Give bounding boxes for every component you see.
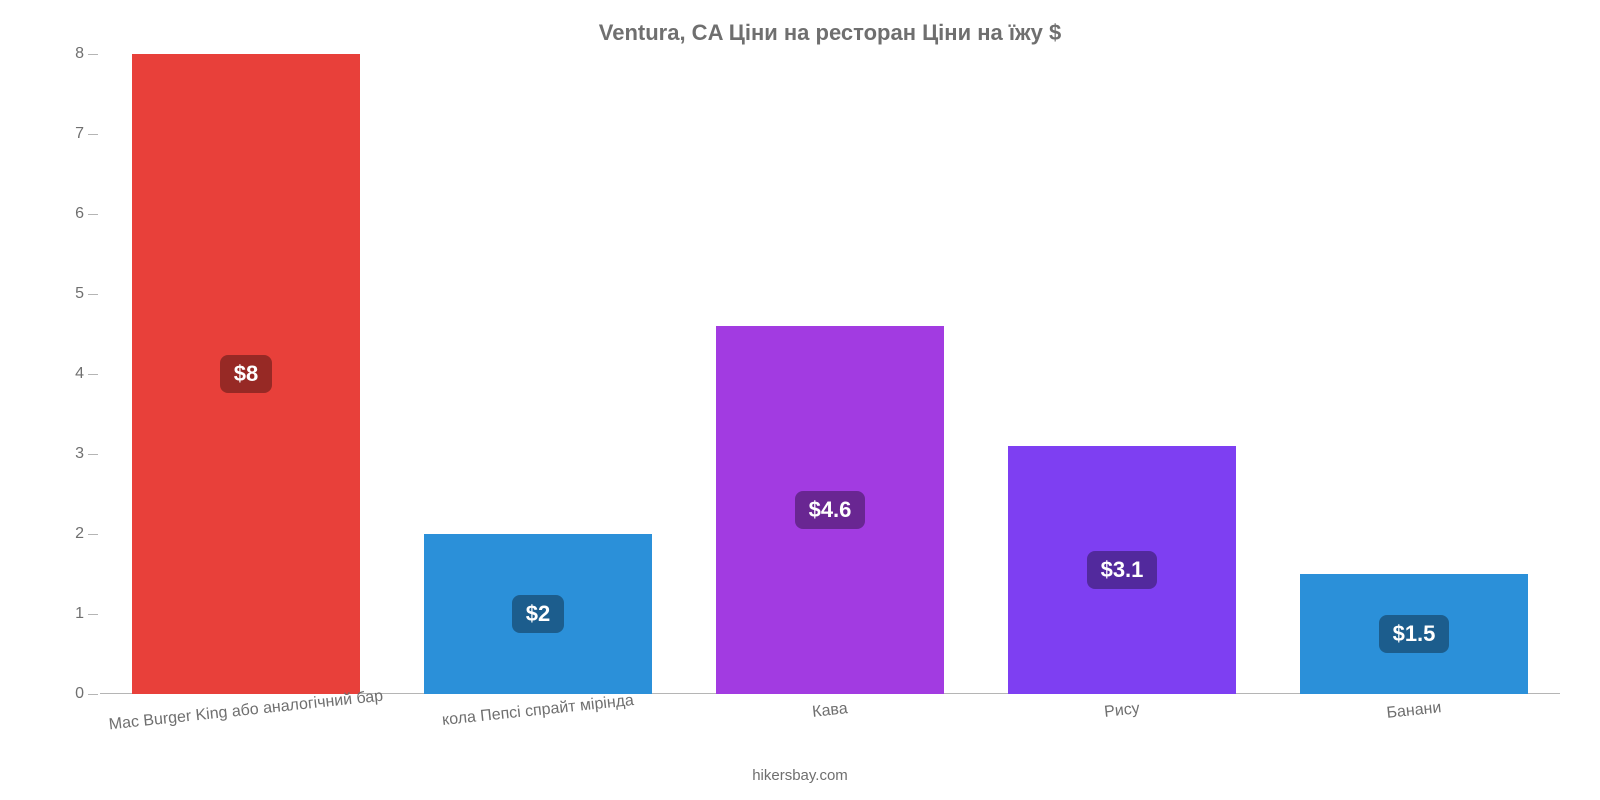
bar-slot: $8Mac Burger King або аналогічний бар bbox=[100, 54, 392, 694]
x-axis-label: Рису bbox=[1103, 700, 1140, 722]
bar: $1.5 bbox=[1300, 574, 1528, 694]
bars-group: $8Mac Burger King або аналогічний бар$2к… bbox=[100, 54, 1560, 694]
x-axis-label: кола Пепсі спрайт мірінда bbox=[441, 692, 635, 730]
chart-title: Ventura, CA Ціни на ресторан Ціни на їжу… bbox=[100, 20, 1560, 46]
bar-slot: $4.6Кава bbox=[684, 54, 976, 694]
y-axis: 012345678 bbox=[86, 54, 100, 694]
y-tick: 3 bbox=[40, 445, 84, 463]
plot-area: 012345678 $8Mac Burger King або аналогіч… bbox=[100, 54, 1560, 694]
y-tick: 6 bbox=[40, 205, 84, 223]
y-tick: 8 bbox=[40, 45, 84, 63]
chart-credit: hikersbay.com bbox=[0, 767, 1600, 784]
y-tick: 1 bbox=[40, 605, 84, 623]
bar-value-badge: $4.6 bbox=[795, 491, 866, 529]
bar-slot: $1.5Банани bbox=[1268, 54, 1560, 694]
bar-value-badge: $2 bbox=[512, 595, 564, 633]
y-tick: 5 bbox=[40, 285, 84, 303]
y-tick: 7 bbox=[40, 125, 84, 143]
x-axis-label: Mac Burger King або аналогічний бар bbox=[108, 688, 384, 735]
y-tick: 4 bbox=[40, 365, 84, 383]
bar: $8 bbox=[132, 54, 360, 694]
y-tick: 0 bbox=[40, 685, 84, 703]
x-axis-label: Банани bbox=[1386, 699, 1442, 723]
bar-value-badge: $8 bbox=[220, 355, 272, 393]
bar: $3.1 bbox=[1008, 446, 1236, 694]
bar-value-badge: $3.1 bbox=[1087, 551, 1158, 589]
y-tick: 2 bbox=[40, 525, 84, 543]
bar-value-badge: $1.5 bbox=[1379, 615, 1450, 653]
chart-container: Ventura, CA Ціни на ресторан Ціни на їжу… bbox=[0, 0, 1600, 800]
x-axis-label: Кава bbox=[811, 700, 848, 722]
bar: $4.6 bbox=[716, 326, 944, 694]
bar: $2 bbox=[424, 534, 652, 694]
bar-slot: $3.1Рису bbox=[976, 54, 1268, 694]
bar-slot: $2кола Пепсі спрайт мірінда bbox=[392, 54, 684, 694]
